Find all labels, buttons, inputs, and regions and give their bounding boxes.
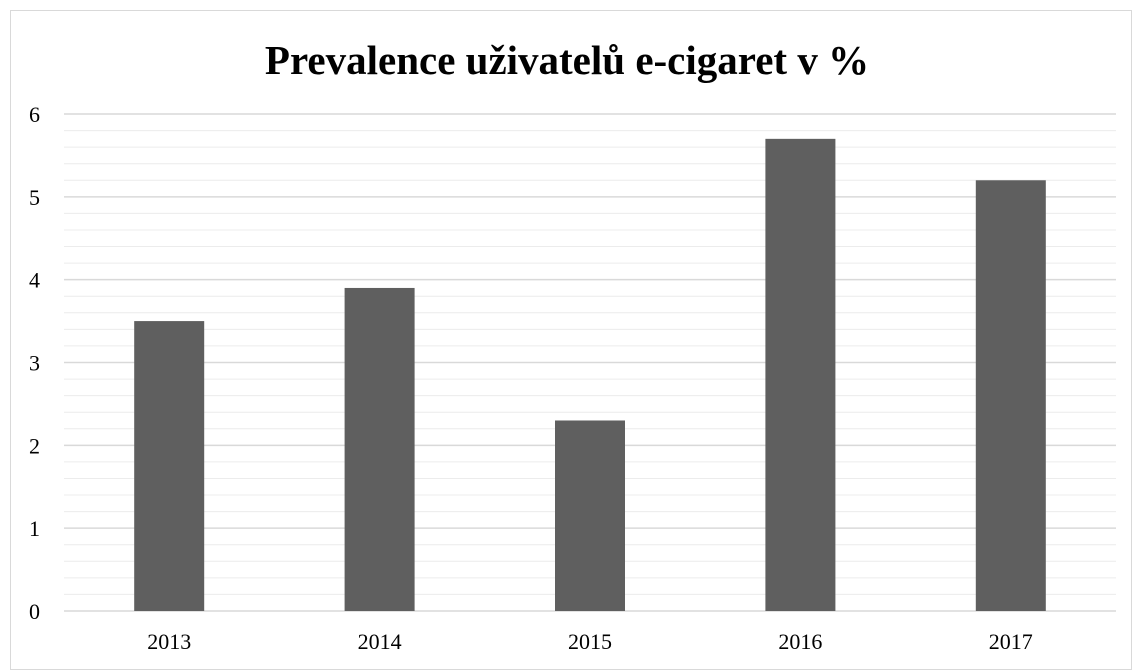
y-tick-label: 5 (29, 185, 40, 210)
bar-2014 (344, 287, 415, 611)
x-tick-label: 2014 (358, 629, 402, 654)
bar-2016 (765, 138, 836, 611)
y-tick-label: 3 (29, 351, 40, 376)
x-tick-label: 2015 (568, 629, 612, 654)
chart-title: Prevalence uživatelů e-cigaret v % (264, 37, 870, 83)
bars (134, 138, 1046, 611)
x-tick-label: 2017 (989, 629, 1033, 654)
y-tick-label: 6 (29, 102, 40, 127)
bar-2017 (975, 180, 1046, 611)
x-axis-tick-labels: 2013 2014 2015 2016 2017 (147, 629, 1033, 654)
y-tick-label: 2 (29, 433, 40, 458)
bar-2013 (134, 321, 205, 611)
y-tick-label: 0 (29, 599, 40, 624)
bar-2015 (555, 420, 625, 611)
x-tick-label: 2016 (778, 629, 822, 654)
y-axis-tick-labels: 0 1 2 3 4 5 6 (29, 102, 40, 624)
y-tick-label: 1 (29, 516, 40, 541)
y-tick-label: 4 (29, 268, 40, 293)
x-tick-label: 2013 (147, 629, 191, 654)
